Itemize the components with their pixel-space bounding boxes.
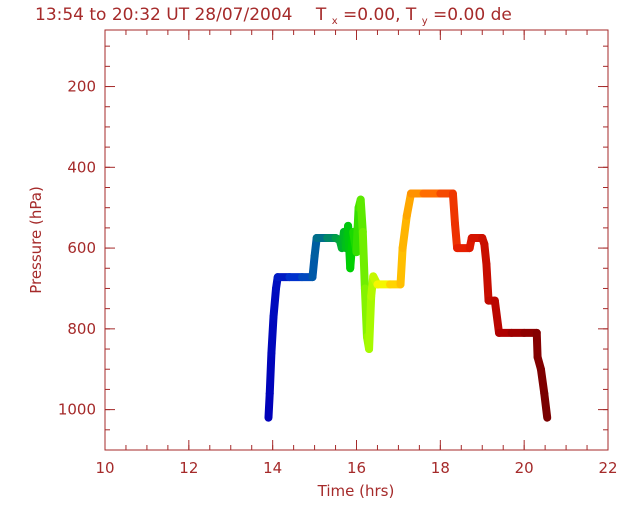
axis-tick-labels: 10 12 14 16 18 20 22 200 400 600 800 1000 [58,78,618,477]
y-axis-label: Pressure (hPa) [27,186,45,294]
x-tick-label: 18 [431,459,450,477]
data-series [264,189,552,422]
x-tick-label: 14 [263,459,282,477]
title-ty-symbol: T [405,5,417,25]
series-segment [536,365,549,398]
title-tx-value: =0.00, [343,5,406,25]
series-segment [365,292,376,354]
series-segment [532,328,542,362]
x-tick-label: 20 [515,459,534,477]
series-segment [265,349,276,398]
y-tick-label: 800 [67,320,96,338]
chart-title: 13:54 to 20:32 UT 28/07/2004 T x =0.00, … [35,5,512,29]
x-axis-label: Time (hrs) [317,482,395,500]
y-tick-label: 200 [67,78,96,96]
title-tx-subscript: x [332,16,338,27]
series-segment [490,296,504,337]
series-segment [396,244,407,289]
series-segment [482,260,493,305]
title-trailing: de [491,5,512,25]
y-tick-label: 400 [67,158,96,176]
title-ty-value: =0.00 [433,5,485,25]
y-tick-label: 600 [67,239,96,257]
series-segment [356,195,367,236]
title-tx-symbol: T [315,5,327,25]
series-segment [451,219,462,253]
series-segment [448,189,460,228]
y-tick-label: 1000 [58,401,96,419]
title-ty-subscript: y [422,16,428,27]
x-tick-label: 22 [598,459,617,477]
series-segment [398,211,411,253]
series-segment [269,284,281,321]
series-segment [358,227,369,293]
series-segment [267,312,278,358]
series-segment [264,389,274,422]
x-tick-label: 16 [347,459,366,477]
title-time-range: 13:54 to 20:32 UT 28/07/2004 [35,5,292,25]
axis-ticks [104,30,609,451]
chart-title-text: 13:54 to 20:32 UT 28/07/2004 T x =0.00, … [35,5,512,29]
x-tick-label: 10 [95,459,114,477]
series-segment [540,389,552,422]
x-tick-label: 12 [179,459,198,477]
